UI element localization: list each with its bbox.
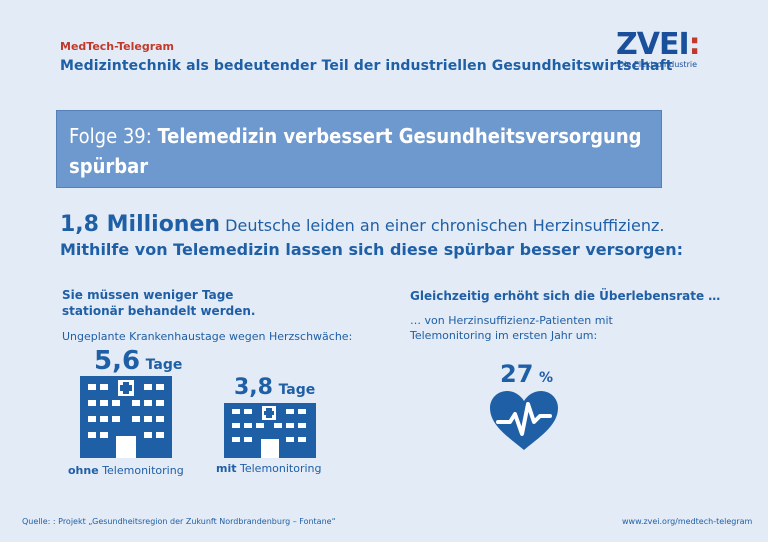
page-subtitle: Medizintechnik als bedeutender Teil der … [60,58,673,74]
source-note: Quelle: : Projekt „Gesundheitsregion der… [22,517,336,526]
heart-pulse-svg [490,391,558,450]
footer-url[interactable]: www.zvei.org/medtech-telegram [622,517,753,526]
survival-rate-number: 27 [500,360,534,388]
value-without-telemonitoring: 5,6 Tage [94,346,182,376]
left-heading-line2: stationär behandelt werden. [62,304,256,318]
hospital-icon-large [80,376,172,458]
right-heading: Gleichzeitig erhöht sich die Überlebensr… [410,289,721,303]
headline-line2: Mithilfe von Telemedizin lassen sich die… [60,240,684,259]
value-with-unit: Tage [278,382,316,398]
heart-pulse-icon [488,390,560,452]
hospital-icon-small [224,403,316,458]
logo-mark-text: ZVEI [616,27,690,62]
logo-mark: ZVEI: [616,30,736,60]
label-with-strong: mit [216,462,237,475]
left-subheading: Ungeplante Krankenhaustage wegen Herzsch… [62,330,353,343]
survival-rate-unit: % [538,370,554,386]
headline: 1,8 Millionen Deutsche leiden an einer c… [60,212,740,237]
hospital-icon [80,376,172,458]
label-without-telemonitoring: ohne Telemonitoring [68,464,184,477]
value-with-number: 3,8 [234,375,273,400]
zvei-logo: ZVEI: Die Elektroindustrie [616,30,736,80]
logo-mark-colon: : [688,27,701,62]
label-with-rest: Telemonitoring [240,462,322,475]
left-heading: Sie müssen weniger Tage stationär behand… [62,287,255,319]
banner-title: Telemedizin verbessert Gesundheitsversor… [157,124,642,148]
banner-title-line2: spürbar [69,154,149,178]
right-sub-line1: … von Herzinsuffizienz-Patienten mit [410,314,613,327]
value-without-number: 5,6 [94,346,141,376]
banner-prefix: Folge 39: [69,124,152,148]
headline-text: Deutsche leiden an einer chronischen Her… [225,216,665,235]
label-without-strong: ohne [68,464,99,477]
label-with-telemonitoring: mit Telemonitoring [216,462,322,475]
episode-banner: Folge 39: Telemedizin verbessert Gesundh… [56,110,662,188]
survival-rate-value: 27 % [500,360,553,388]
banner-text: Folge 39: Telemedizin verbessert Gesundh… [69,121,649,181]
right-sub-line2: Telemonitoring im ersten Jahr um: [410,329,598,342]
label-without-rest: Telemonitoring [102,464,184,477]
right-subheading: … von Herzinsuffizienz-Patienten mit Tel… [410,313,613,343]
headline-figure: 1,8 Millionen [60,212,221,237]
left-heading-line1: Sie müssen weniger Tage [62,288,234,302]
value-with-telemonitoring: 3,8 Tage [234,375,315,400]
value-without-unit: Tage [145,357,183,373]
logo-tagline: Die Elektroindustrie [618,60,698,69]
hospital-icon [224,403,316,458]
kicker: MedTech-Telegram [60,40,175,53]
